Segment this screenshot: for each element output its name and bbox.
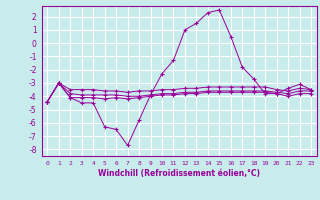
X-axis label: Windchill (Refroidissement éolien,°C): Windchill (Refroidissement éolien,°C) bbox=[98, 169, 260, 178]
